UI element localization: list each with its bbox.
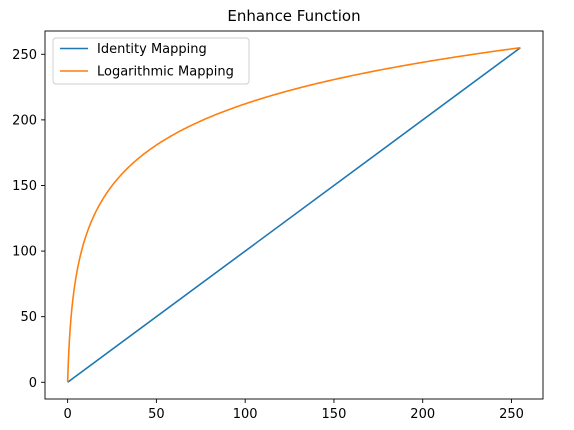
series-line-identity-mapping [67, 47, 521, 383]
legend-frame [52, 37, 250, 85]
axes-frame [44, 30, 544, 400]
series-line-logarithmic-mapping [66, 46, 521, 383]
x-tick-label: 250 [499, 407, 524, 422]
plot-lines [66, 46, 521, 383]
x-tick-label: 150 [322, 407, 347, 422]
legend: Identity Mapping Logarithmic Mapping [52, 37, 250, 85]
x-tick-label: 50 [148, 407, 165, 422]
x-tick-label: 0 [63, 407, 71, 422]
x-axis: 0 50 100 150 200 250 [63, 399, 524, 422]
y-tick-label: 200 [12, 113, 37, 128]
x-tick-label: 200 [410, 407, 435, 422]
legend-label-logarithmic-mapping: Logarithmic Mapping [97, 65, 234, 80]
y-tick-label: 250 [12, 48, 37, 63]
legend-label-identity-mapping: Identity Mapping [97, 42, 207, 57]
y-tick-label: 50 [20, 310, 37, 325]
x-tick-label: 100 [233, 407, 258, 422]
y-tick-label: 100 [12, 245, 37, 260]
y-tick-label: 150 [12, 179, 37, 194]
chart-title: Enhance Function [227, 7, 360, 25]
y-axis: 0 50 100 150 200 250 [12, 48, 45, 391]
y-tick-label: 0 [29, 376, 37, 391]
